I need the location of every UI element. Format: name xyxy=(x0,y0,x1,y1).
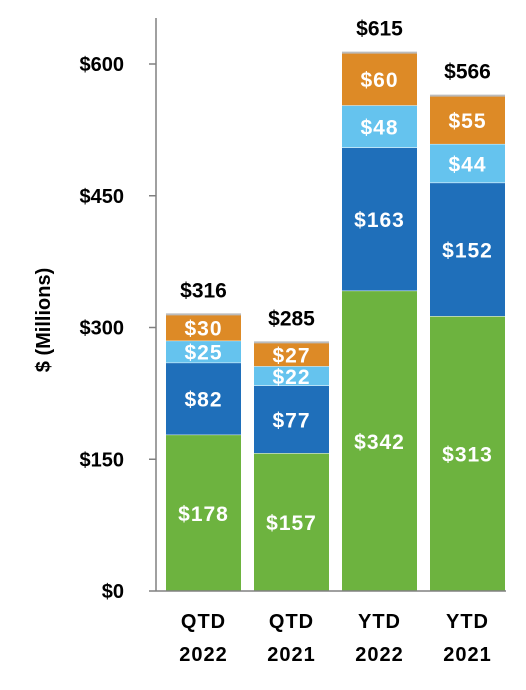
data-label: $82 xyxy=(184,389,222,412)
data-label: $25 xyxy=(184,342,222,365)
bar-segment xyxy=(254,385,329,454)
bar-segment xyxy=(342,290,417,591)
y-axis-label: $ (Millions) xyxy=(33,268,55,372)
x-tick-label: YTD xyxy=(358,611,401,633)
bar-segment xyxy=(342,147,417,291)
y-tick-label: $0 xyxy=(102,581,124,603)
bar-segment xyxy=(254,366,329,386)
data-label: $60 xyxy=(360,69,398,92)
y-tick-label: $150 xyxy=(80,449,125,471)
data-label: $55 xyxy=(448,110,486,133)
data-label: $48 xyxy=(360,116,398,139)
bar-segment xyxy=(166,434,241,591)
bar-segment xyxy=(430,316,505,591)
bar-segment xyxy=(342,52,417,106)
data-label: $313 xyxy=(442,444,493,467)
data-label: $77 xyxy=(272,409,310,432)
data-label: $30 xyxy=(184,318,222,341)
x-axis-labels: QTD 2022 QTD 2021 YTD 2022 YTD 2021 xyxy=(179,611,492,666)
total-label: $615 xyxy=(356,18,403,41)
total-label: $285 xyxy=(268,307,315,330)
bar-segment xyxy=(166,340,241,363)
data-label: $22 xyxy=(272,366,310,389)
x-tick-label: 2021 xyxy=(267,644,316,666)
bars-group: $178 $82 $25$30 $316 $157 $77 $22$27 $285 $342 $1… xyxy=(166,18,505,591)
bar-segment xyxy=(430,143,505,183)
x-tick-label: 2021 xyxy=(443,644,492,666)
total-label: $566 xyxy=(444,61,491,84)
data-label: $44 xyxy=(448,153,486,176)
data-label: $27 xyxy=(272,344,310,367)
bar-segment xyxy=(342,105,417,148)
y-axis-ticks: $0 $150 $300 $450 $600 xyxy=(80,54,156,603)
y-tick-label: $450 xyxy=(80,186,125,208)
x-tick-label: 2022 xyxy=(355,644,404,666)
y-tick-label: $300 xyxy=(80,318,125,340)
x-tick-label: YTD xyxy=(446,611,489,633)
bar-segment xyxy=(166,362,241,435)
data-label: $157 xyxy=(266,512,317,535)
total-label: $316 xyxy=(180,279,227,302)
bar-segment xyxy=(254,453,329,591)
bar-segment xyxy=(430,95,505,144)
data-label: $163 xyxy=(354,209,405,232)
x-tick-label: 2022 xyxy=(179,644,228,666)
y-tick-label: $600 xyxy=(80,54,125,76)
bar-segment xyxy=(254,342,329,367)
x-tick-label: QTD xyxy=(269,611,314,633)
data-label: $178 xyxy=(178,503,229,526)
data-label: $152 xyxy=(442,239,493,262)
data-label: $342 xyxy=(354,431,405,454)
bar-segment xyxy=(166,314,241,341)
bar-segment xyxy=(430,182,505,317)
x-tick-label: QTD xyxy=(181,611,226,633)
